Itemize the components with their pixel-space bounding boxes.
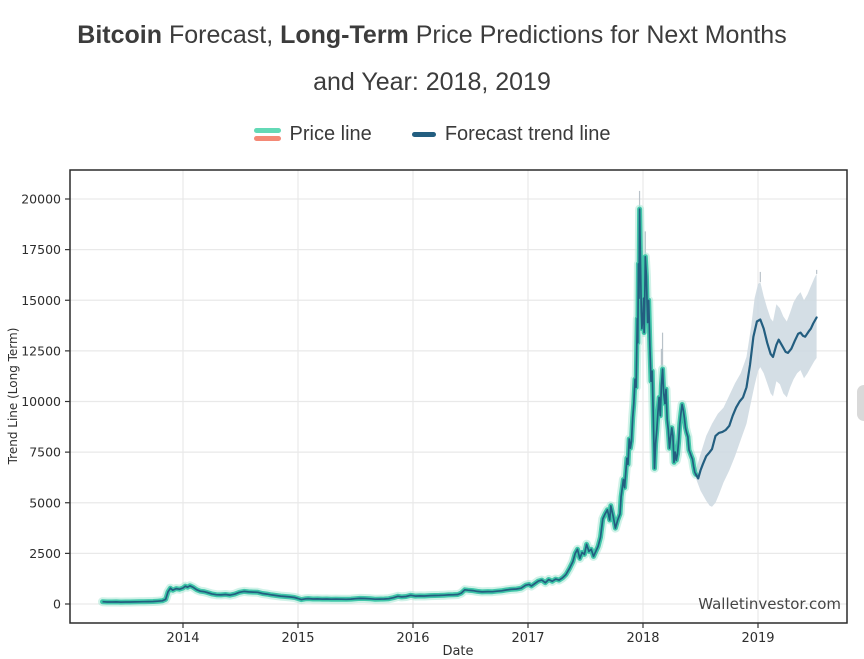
gridlines [70, 170, 847, 623]
edge-peek-button[interactable] [857, 385, 864, 421]
page-title: Bitcoin Forecast, Long-Term Price Predic… [0, 12, 864, 106]
page-title-line1: Bitcoin Forecast, Long-Term Price Predic… [0, 12, 864, 59]
title-segment: Long-Term [280, 21, 409, 49]
title-segment: Forecast, [162, 21, 281, 49]
title-segment: Bitcoin [77, 21, 162, 49]
price-forecast-chart: 0 2500 5000 7500 10000 12500 15000 17500 20000 20… [6, 169, 848, 659]
price-line-swatch-icon [253, 128, 281, 141]
salmon-bar-icon [253, 136, 281, 141]
svg-text:2015: 2015 [281, 631, 314, 646]
teal-bar-icon [253, 128, 281, 133]
y-axis-title: Trend Line (Long Term) [6, 328, 20, 466]
axis-ticks: 0 2500 5000 7500 10000 12500 15000 17500 20000 20… [21, 192, 774, 647]
page-title-line2: and Year: 2018, 2019 [313, 68, 551, 96]
svg-text:2016: 2016 [396, 631, 429, 646]
svg-text:17500: 17500 [21, 242, 61, 257]
legend-item-forecast-trend-line[interactable]: Forecast trend line [411, 123, 611, 146]
svg-text:15000: 15000 [21, 293, 61, 308]
svg-text:2017: 2017 [511, 631, 544, 646]
legend-item-price-line[interactable]: Price line [253, 123, 372, 146]
watermark-text: Walletinvestor.com [698, 595, 841, 613]
chart-area: 0 2500 5000 7500 10000 12500 15000 17500 20000 20… [0, 159, 864, 659]
svg-text:2014: 2014 [166, 631, 199, 646]
title-segment: Price Predictions for Next Months [408, 21, 787, 49]
svg-text:7500: 7500 [29, 445, 61, 460]
svg-text:2018: 2018 [626, 631, 659, 646]
svg-text:10000: 10000 [21, 394, 61, 409]
svg-text:2019: 2019 [741, 631, 774, 646]
chart-legend: Price line Forecast trend line [0, 123, 864, 146]
plot-frame [69, 169, 848, 624]
legend-label-price-line: Price line [289, 123, 372, 145]
svg-text:2500: 2500 [29, 546, 61, 561]
chart-series [98, 190, 818, 607]
legend-label-forecast: Forecast trend line [444, 123, 611, 145]
x-axis-title: Date [442, 644, 473, 659]
svg-text:20000: 20000 [21, 192, 61, 207]
svg-text:12500: 12500 [21, 343, 61, 358]
forecast-line-swatch-icon [411, 132, 436, 137]
svg-text:5000: 5000 [29, 495, 61, 510]
svg-text:0: 0 [53, 597, 61, 612]
